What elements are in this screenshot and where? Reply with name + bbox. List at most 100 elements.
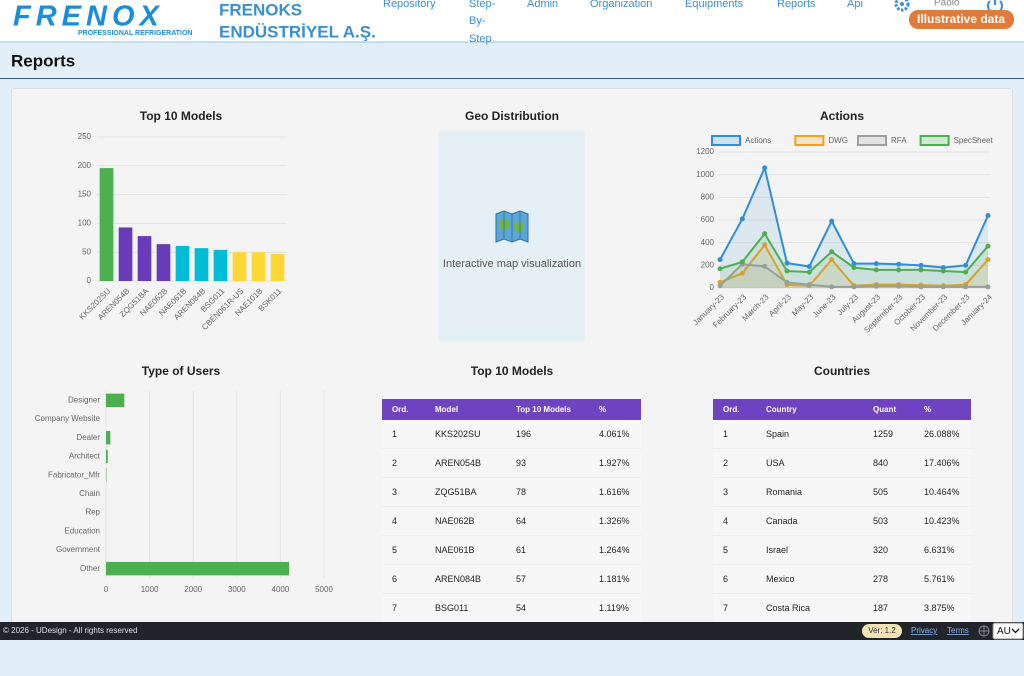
table-row — [713, 478, 971, 507]
column-header: Model — [435, 405, 458, 414]
globe-icon — [978, 625, 990, 637]
bar — [232, 252, 247, 281]
x-tick-label: 2000 — [184, 585, 202, 594]
column-header: Ord. — [392, 405, 408, 414]
version: Ver: 1.2 — [868, 626, 896, 635]
series-point — [717, 257, 723, 263]
series-area — [720, 233, 988, 288]
table-cell: Canada — [766, 516, 798, 526]
legend-swatch — [794, 135, 825, 146]
table-title: Top 10 Models — [471, 364, 554, 378]
y-tick-label: 800 — [701, 192, 715, 201]
table-row — [382, 565, 641, 594]
series-point — [829, 218, 835, 224]
legend-label: Actions — [745, 136, 771, 145]
y-tick-label: 0 — [87, 276, 92, 285]
series-point — [896, 261, 902, 267]
table-cell: 196 — [516, 429, 531, 439]
table-cell: Israel — [766, 545, 788, 555]
y-tick-label: Company Website — [35, 414, 101, 423]
y-tick-label: 150 — [78, 190, 92, 199]
y-tick-label: Government — [56, 545, 101, 554]
table-cell: 2 — [392, 458, 397, 468]
series-point — [784, 268, 790, 274]
nav-item[interactable]: Equipments — [685, 0, 744, 10]
company-name: FRENOKS — [219, 0, 302, 19]
nav-item[interactable]: Step- — [469, 0, 496, 10]
badge[interactable] — [909, 10, 1014, 29]
table: Countries Ord. Country Quant % 1 Spain 1259 26.0… — [713, 364, 971, 624]
footer-link[interactable]: Terms — [947, 626, 969, 635]
footer-bar — [0, 622, 1024, 640]
y-tick-label: 1000 — [696, 170, 714, 179]
series-point — [896, 283, 902, 289]
header-bar — [0, 0, 1024, 42]
table-cell: Costa Rica — [766, 603, 810, 613]
table-cell: 54 — [516, 603, 526, 613]
table-row — [382, 507, 641, 536]
company-name: ENDÜSTRİYEL A.Ş. — [219, 22, 376, 41]
table-cell: 4 — [392, 516, 397, 526]
bar — [194, 248, 209, 281]
version-badge — [862, 624, 902, 638]
table-cell: NAE061B — [435, 545, 475, 555]
table-cell: BSG011 — [435, 603, 468, 613]
table-row — [713, 594, 971, 623]
table-row — [713, 449, 971, 478]
series-point — [851, 284, 857, 290]
nav-item[interactable]: Organization — [590, 0, 652, 10]
nav-item[interactable]: Api — [847, 0, 863, 10]
table-cell: 64 — [516, 516, 526, 526]
settings-icon[interactable] — [894, 0, 910, 12]
series-point — [829, 249, 835, 255]
locale-select[interactable] — [992, 622, 1024, 640]
nav-item[interactable]: By- — [469, 15, 486, 27]
series-point — [918, 262, 924, 268]
badge-text[interactable]: Illustrative data — [917, 12, 1005, 26]
table-cell: USA — [766, 458, 785, 468]
series-point — [940, 268, 946, 274]
table-header — [713, 399, 971, 420]
bar — [270, 253, 285, 281]
table-cell: KKS202SU — [435, 429, 481, 439]
series-point — [985, 212, 991, 218]
table-cell: 840 — [873, 458, 888, 468]
table-cell: 278 — [873, 574, 888, 584]
legend-label: SpecSheet — [954, 136, 994, 145]
nav-item[interactable]: Reports — [777, 0, 816, 10]
series-point — [762, 263, 768, 269]
series-point — [762, 165, 768, 171]
series-point — [873, 261, 879, 267]
series-point — [985, 257, 991, 263]
nav-item[interactable]: Admin — [527, 0, 558, 10]
nav-item[interactable]: Repository — [383, 0, 436, 10]
table-cell: 1.181% — [599, 574, 630, 584]
series-point — [963, 284, 969, 290]
series-point — [985, 284, 991, 290]
x-tick-label: 3000 — [228, 585, 246, 594]
logo[interactable]: FRENOX — [13, 1, 164, 33]
bar — [99, 168, 114, 281]
nav-item[interactable]: Step — [469, 33, 492, 45]
table-cell: 7 — [392, 603, 397, 613]
table-cell: ZQG51BA — [435, 487, 477, 497]
y-tick-label: 200 — [78, 161, 92, 170]
table-cell: 1.616% — [599, 487, 630, 497]
table-cell: 78 — [516, 487, 526, 497]
y-tick-label: Chain — [79, 489, 100, 498]
table-cell: Romania — [766, 487, 802, 497]
bar — [137, 236, 152, 281]
locale-value[interactable]: AU — [997, 626, 1011, 637]
table-cell: 3.875% — [924, 603, 955, 613]
legend-swatch — [919, 135, 950, 146]
table-cell: Mexico — [766, 574, 795, 584]
footer-link[interactable]: Privacy — [911, 626, 937, 635]
y-tick-label: 1200 — [696, 147, 714, 156]
table-cell: 6.631% — [924, 545, 955, 555]
series-point — [739, 216, 745, 222]
user-name[interactable]: Paolo — [934, 0, 960, 9]
series-point — [784, 279, 790, 285]
series-point — [762, 231, 768, 237]
series-point — [806, 282, 812, 288]
bar — [118, 227, 133, 281]
